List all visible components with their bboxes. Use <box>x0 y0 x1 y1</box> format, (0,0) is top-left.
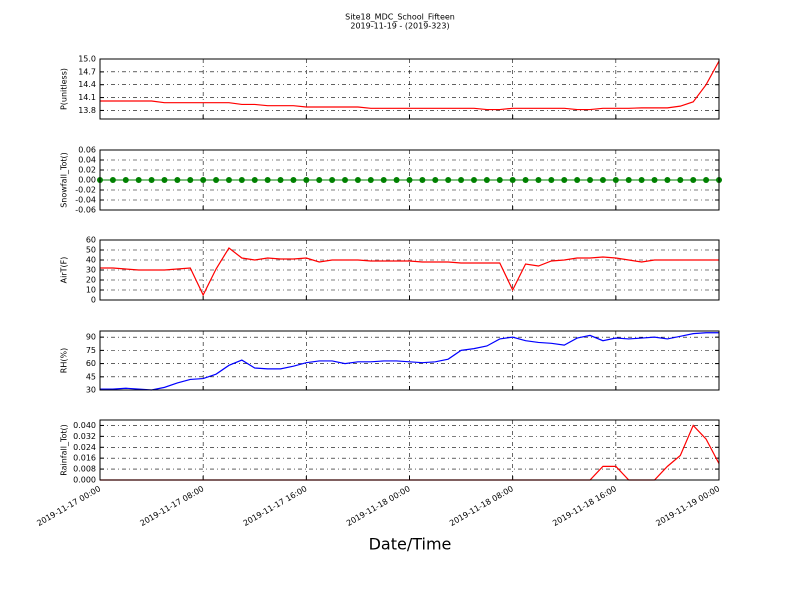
data-point <box>251 177 258 183</box>
y-tick-label: 15.0 <box>78 55 96 64</box>
data-point <box>380 177 387 183</box>
y-axis-label: P(unitless) <box>60 68 69 110</box>
data-point <box>445 177 452 183</box>
data-line <box>100 332 719 391</box>
data-point <box>587 177 594 183</box>
data-point <box>690 177 697 183</box>
data-point <box>367 177 374 183</box>
y-tick-label: 0 <box>91 296 96 305</box>
y-tick-label: 0.000 <box>73 476 96 485</box>
data-point <box>187 177 194 183</box>
y-axis-label: Rainfall_Tot() <box>60 424 69 476</box>
y-tick-label: 14.4 <box>78 80 96 89</box>
data-point <box>225 177 232 183</box>
y-tick-label: 0.032 <box>73 432 96 441</box>
data-point <box>561 177 568 183</box>
y-tick-label: 30 <box>86 386 96 395</box>
data-point <box>419 177 426 183</box>
data-point <box>612 177 619 183</box>
plot-frame <box>99 419 720 481</box>
data-point <box>470 177 477 183</box>
y-tick-label: 0.04 <box>78 156 96 165</box>
y-tick-label: 0.008 <box>73 465 96 474</box>
plot-frame <box>99 239 720 301</box>
data-point <box>393 177 400 183</box>
data-point <box>599 177 606 183</box>
plot-frame <box>99 149 720 211</box>
data-point <box>290 177 297 183</box>
y-tick-label: 0.02 <box>78 166 96 175</box>
y-axis-label: Snowfall_Tot() <box>60 152 69 208</box>
data-point <box>148 177 155 183</box>
y-tick-label: -0.06 <box>75 206 96 215</box>
data-point <box>432 177 439 183</box>
data-point <box>574 177 581 183</box>
y-tick-label: -0.04 <box>75 196 96 205</box>
data-point <box>703 177 710 183</box>
data-point <box>535 177 542 183</box>
plot-frame <box>99 58 720 120</box>
data-point <box>458 177 465 183</box>
y-tick-label: 20 <box>86 276 96 285</box>
chart-title: Site18_MDC_School_Fifteen <box>345 13 455 22</box>
y-tick-label: 30 <box>86 266 96 275</box>
y-tick-label: 10 <box>86 286 96 295</box>
y-tick-label: 60 <box>86 359 96 368</box>
y-tick-label: 50 <box>86 246 96 255</box>
y-tick-label: 75 <box>86 346 96 355</box>
data-point <box>213 177 220 183</box>
y-tick-label: 13.8 <box>78 106 96 115</box>
data-point <box>161 177 168 183</box>
data-point <box>277 177 284 183</box>
y-tick-label: 90 <box>86 333 96 342</box>
chart-subtitle: 2019-11-19 - (2019-323) <box>350 22 449 31</box>
data-point <box>109 177 116 183</box>
data-point <box>638 177 645 183</box>
data-point <box>625 177 632 183</box>
y-tick-label: 0.016 <box>73 454 96 463</box>
data-point <box>483 177 490 183</box>
data-point <box>200 177 207 183</box>
data-point <box>174 177 181 183</box>
data-line <box>100 60 720 111</box>
data-point <box>135 177 142 183</box>
y-tick-label: 45 <box>86 372 96 381</box>
y-tick-label: 14.7 <box>78 67 96 76</box>
y-tick-label: 0.00 <box>78 176 96 185</box>
data-point <box>329 177 336 183</box>
data-point <box>496 177 503 183</box>
data-point <box>122 177 129 183</box>
data-point <box>651 177 658 183</box>
data-point <box>522 177 529 183</box>
data-point <box>316 177 323 183</box>
y-tick-label: 0.040 <box>73 421 96 430</box>
data-point <box>354 177 361 183</box>
data-point <box>664 177 671 183</box>
plot-frame <box>99 330 720 391</box>
y-tick-label: 14.1 <box>78 93 96 102</box>
y-tick-label: -0.02 <box>75 186 96 195</box>
y-tick-label: 60 <box>86 236 96 245</box>
data-point <box>303 177 310 183</box>
data-point <box>238 177 245 183</box>
y-tick-label: 40 <box>86 256 96 265</box>
data-point <box>264 177 271 183</box>
data-point <box>406 177 413 183</box>
data-point <box>677 177 684 183</box>
x-axis-label: Date/Time <box>369 535 452 554</box>
data-point <box>548 177 555 183</box>
data-point <box>509 177 516 183</box>
y-axis-label: RH(%) <box>60 348 69 373</box>
y-axis-label: AirT(F) <box>60 257 69 284</box>
data-point <box>342 177 349 183</box>
y-tick-label: 0.024 <box>73 443 96 452</box>
data-line <box>100 247 719 297</box>
y-tick-label: 0.06 <box>78 146 96 155</box>
